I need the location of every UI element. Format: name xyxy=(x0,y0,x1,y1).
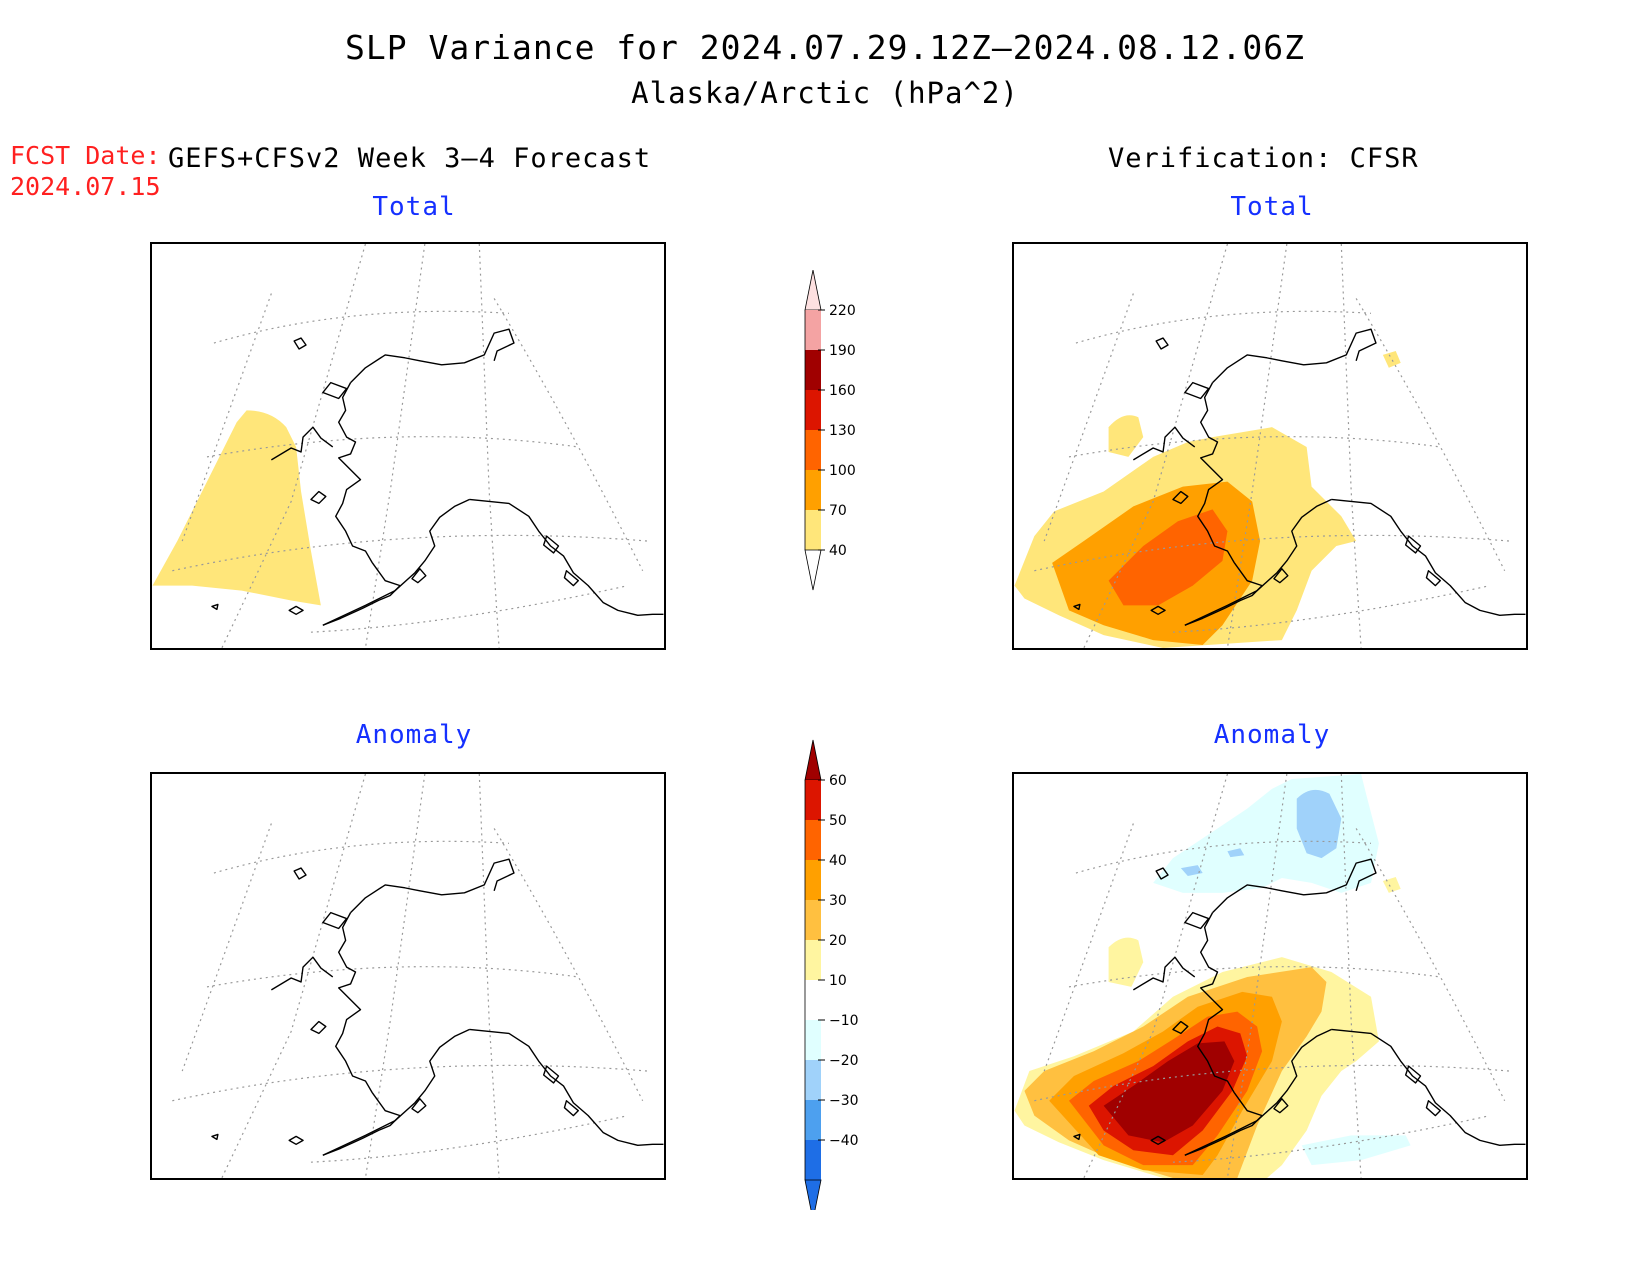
colorbars: 220 190 160 130 100 70 40 60 50 40 30 20 10 −10 −20 −3… xyxy=(804,270,859,1210)
coastline xyxy=(1073,328,1526,626)
chart-title: SLP Variance for 2024.07.29.12Z–2024.08.… xyxy=(345,28,1305,67)
colorbar-tick-label: 10 xyxy=(829,973,847,989)
fill-layer xyxy=(152,410,321,606)
colorbar-tick-label: 190 xyxy=(829,343,856,359)
colorbar-tick-label: 50 xyxy=(829,813,847,829)
colorbar-tick-label: 30 xyxy=(829,893,847,909)
map-verification-total xyxy=(1012,242,1528,650)
colorbar-tick-label: 70 xyxy=(829,503,847,519)
colorbar-tick-label: 130 xyxy=(829,423,856,439)
colorbar-anomaly: 60 50 40 30 20 10 −10 −20 −30 −40 xyxy=(804,739,859,1210)
verification-label: Verification: CFSR xyxy=(1108,143,1419,174)
colorbar-tick-label: −40 xyxy=(829,1133,859,1149)
map-forecast-anomaly xyxy=(150,772,666,1180)
colorbar-tick-label: −30 xyxy=(829,1093,859,1109)
colorbar-tick-label: 100 xyxy=(829,463,856,479)
colorbar-tick-label: 40 xyxy=(829,853,847,869)
graticule xyxy=(1034,244,1510,648)
colorbar-tick-label: 160 xyxy=(829,383,856,399)
coastline xyxy=(1073,858,1526,1156)
panel-title-verification-anomaly: Anomaly xyxy=(1213,720,1331,750)
fill-layer xyxy=(1014,774,1411,1178)
colorbar-tick-label: 60 xyxy=(829,773,847,789)
map-forecast-total xyxy=(150,242,666,650)
colorbar-total: 220 190 160 130 100 70 40 xyxy=(804,270,856,591)
graticule xyxy=(172,774,648,1178)
panel-title-forecast-anomaly: Anomaly xyxy=(355,720,473,750)
colorbar-tick-label: 20 xyxy=(829,933,847,949)
forecast-date-block: FCST Date: 2024.07.15 xyxy=(10,140,161,202)
colorbar-tick-label: −20 xyxy=(829,1053,859,1069)
panel-title-verification-total: Total xyxy=(1230,192,1314,222)
colorbar-tick-label: 220 xyxy=(829,303,856,319)
coastline xyxy=(211,858,664,1156)
map-verification-anomaly xyxy=(1012,772,1528,1180)
model-label: GEFS+CFSv2 Week 3–4 Forecast xyxy=(168,143,652,174)
colorbar-tick-label: 40 xyxy=(829,543,847,559)
fcst-date-label: FCST Date: xyxy=(10,141,161,170)
graticule xyxy=(1034,774,1510,1178)
chart-subtitle: Alaska/Arctic (hPa^2) xyxy=(631,76,1019,110)
coastline xyxy=(211,328,664,626)
panel-title-forecast-total: Total xyxy=(372,192,456,222)
fcst-date-value: 2024.07.15 xyxy=(10,172,161,201)
graticule xyxy=(172,244,648,648)
colorbar-tick-label: −10 xyxy=(829,1013,859,1029)
fill-layer xyxy=(1014,350,1401,648)
